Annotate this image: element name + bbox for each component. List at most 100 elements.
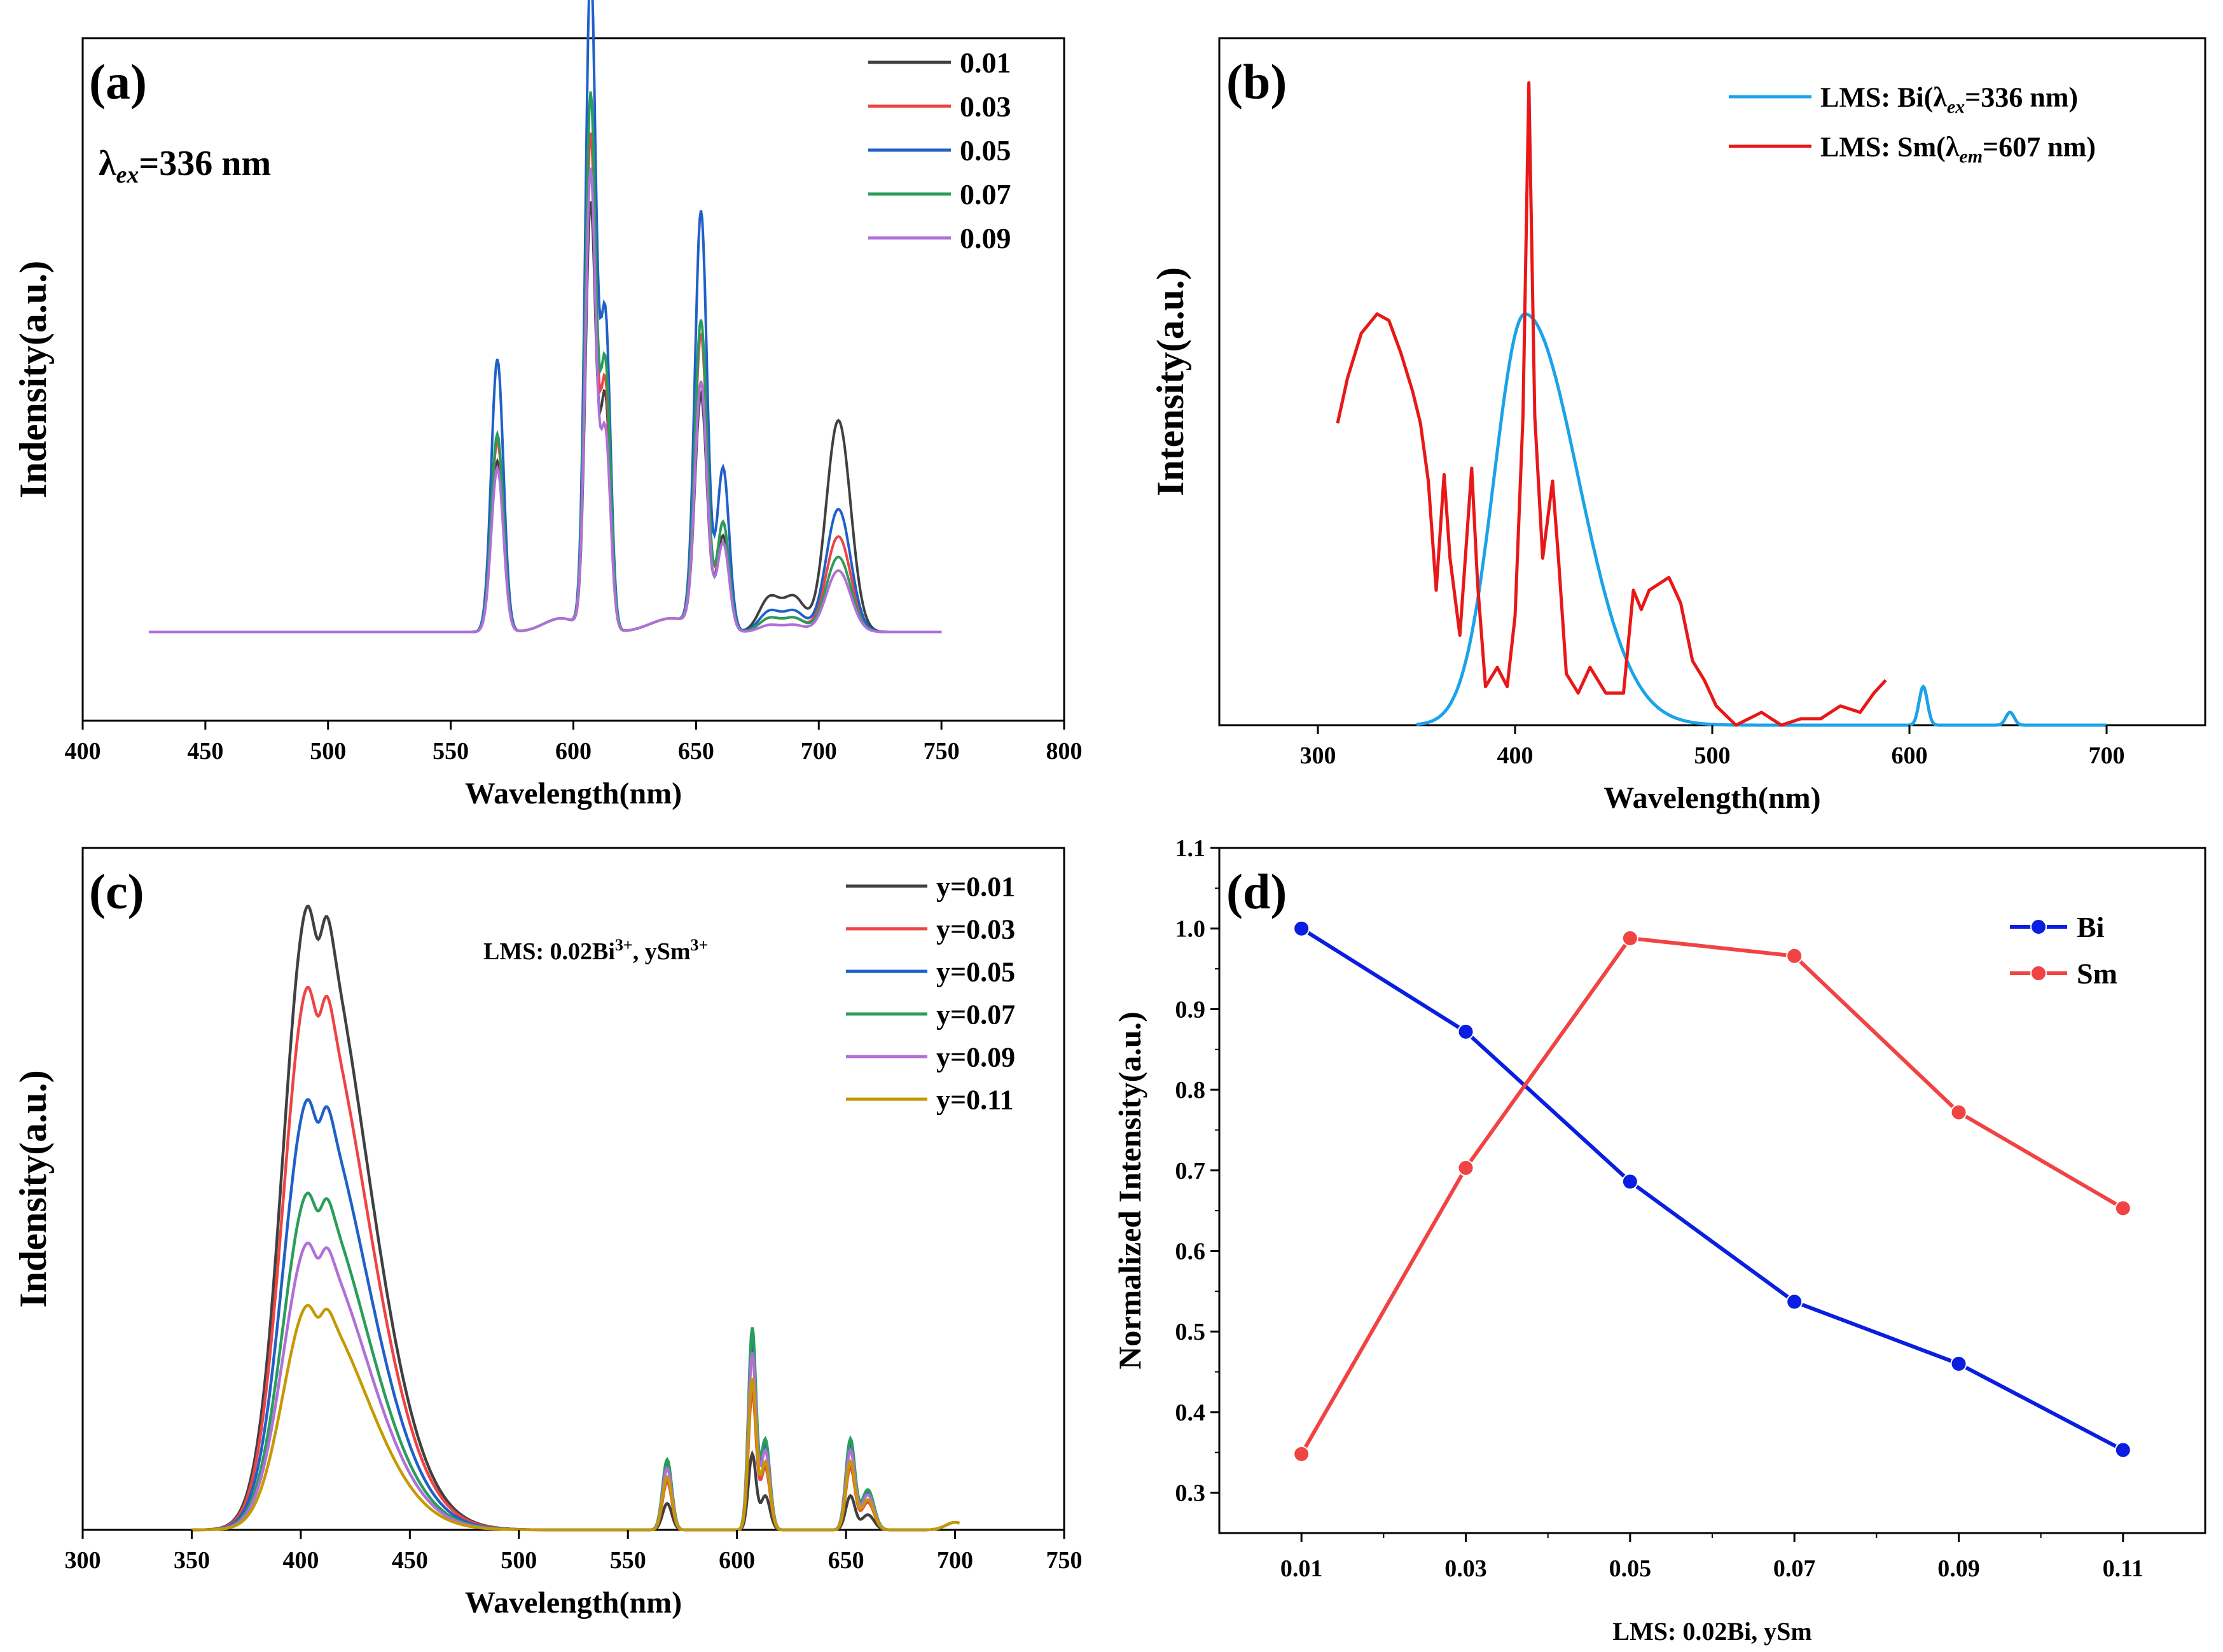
panel-label: (a) bbox=[89, 54, 147, 109]
series-line-Sm bbox=[1299, 936, 2124, 1455]
annotation-subscript: ex bbox=[116, 162, 139, 188]
panel-label: (c) bbox=[89, 864, 144, 919]
x-tick-label: 650 bbox=[828, 1547, 864, 1574]
y-tick-label: 0.5 bbox=[1175, 1319, 1206, 1345]
x-tick-label: 400 bbox=[65, 738, 101, 765]
panel-a: 400 450 500 550 600 650 700 750 800 Wavelength(nm… bbox=[12, 0, 1083, 810]
series-line-y=0.11 bbox=[191, 1303, 960, 1532]
x-tick-label: 0.09 bbox=[1937, 1555, 1980, 1582]
series-line-sm bbox=[1336, 81, 1887, 727]
x-tick-label: 600 bbox=[555, 738, 592, 765]
data-point-Sm bbox=[1621, 929, 1638, 947]
x-axis-label: LMS: 0.02Bi, ySm bbox=[1612, 1617, 1811, 1646]
x-tick-label: 600 bbox=[1892, 742, 1928, 769]
x-tick-label: 700 bbox=[937, 1547, 973, 1574]
y-tick-label: 1.0 bbox=[1175, 916, 1206, 943]
y-axis-label: Indensity(a.u.) bbox=[12, 1070, 54, 1307]
annotation-text: LMS: 0.02Bi bbox=[483, 938, 615, 965]
x-tick-label: 600 bbox=[719, 1547, 755, 1574]
legend-label: y=0.05 bbox=[936, 956, 1015, 987]
panel-label: (b) bbox=[1226, 54, 1287, 109]
annotation-text: , ySm bbox=[633, 938, 691, 965]
x-tick-label: 500 bbox=[501, 1547, 537, 1574]
y-axis-label: Normalized Intensity(a.u.) bbox=[1112, 1011, 1147, 1369]
x-axis-label: Wavelength(nm) bbox=[1603, 781, 1820, 815]
data-point-Bi bbox=[1950, 1355, 1967, 1372]
x-tick-label: 350 bbox=[174, 1547, 210, 1574]
y-tick-label: 0.8 bbox=[1175, 1077, 1206, 1104]
x-tick-label: 500 bbox=[310, 738, 346, 765]
y-tick-label: 0.3 bbox=[1175, 1480, 1206, 1507]
data-point-Bi bbox=[1293, 920, 1310, 937]
y-tick-label: 0.7 bbox=[1175, 1158, 1206, 1184]
legend-subscript: em bbox=[1959, 146, 1983, 167]
legend-label: y=0.11 bbox=[936, 1084, 1014, 1115]
legend-label: 0.01 bbox=[960, 46, 1011, 79]
data-point-Bi bbox=[2114, 1441, 2131, 1459]
panel-d: 0.3 0.4 0.5 0.6 0.7 0.8 0.9 1.0 1.1 0.01 0.03 0.05 0… bbox=[1112, 835, 2206, 1646]
x-tick-label: 550 bbox=[433, 738, 469, 765]
legend-label: y=0.03 bbox=[936, 913, 1015, 945]
panel-b: 300 400 500 600 700 Wavelength(nm) Intensity(a… bbox=[1149, 37, 2206, 815]
data-point-Bi bbox=[1786, 1293, 1803, 1310]
y-tick-label: 0.6 bbox=[1175, 1239, 1206, 1265]
annotation-text: λ bbox=[99, 144, 116, 183]
legend-label: 0.07 bbox=[960, 178, 1011, 211]
annotation-superscript: 3+ bbox=[615, 936, 633, 954]
legend-marker bbox=[2030, 965, 2047, 982]
legend-label: y=0.01 bbox=[936, 871, 1015, 902]
data-point-Bi bbox=[1457, 1023, 1474, 1040]
panel-label: (d) bbox=[1226, 864, 1287, 919]
data-point-Sm bbox=[1457, 1160, 1474, 1177]
legend-label: y=0.09 bbox=[936, 1041, 1015, 1072]
x-tick-label: 700 bbox=[801, 738, 837, 765]
series-line-0.09 bbox=[149, 167, 942, 634]
x-tick-label: 700 bbox=[2089, 742, 2125, 769]
annotation-lambda: λex=336 nm bbox=[99, 144, 271, 188]
y-tick-label: 1.1 bbox=[1175, 835, 1206, 862]
x-tick-label: 0.11 bbox=[2103, 1555, 2143, 1582]
panel-c: 300 350 400 450 500 550 600 650 700 750 Wavelength… bbox=[12, 847, 1083, 1620]
x-tick-label: 0.05 bbox=[1609, 1555, 1652, 1582]
x-tick-label: 0.03 bbox=[1444, 1555, 1487, 1582]
legend-label: 0.05 bbox=[960, 134, 1011, 167]
y-axis-label: Indensity(a.u.) bbox=[12, 261, 54, 498]
x-tick-label: 0.07 bbox=[1773, 1555, 1816, 1582]
x-tick-label: 300 bbox=[1300, 742, 1336, 769]
legend-text: LMS: Sm(λ bbox=[1820, 131, 1960, 162]
x-tick-label: 400 bbox=[282, 1547, 319, 1574]
data-point-Sm bbox=[1950, 1104, 1967, 1121]
x-axis-label: Wavelength(nm) bbox=[465, 777, 682, 810]
x-tick-label: 550 bbox=[610, 1547, 646, 1574]
legend-subscript: ex bbox=[1947, 96, 1965, 117]
annotation-superscript: 3+ bbox=[691, 936, 709, 954]
x-tick-label: 800 bbox=[1046, 738, 1083, 765]
legend-text: LMS: Bi(λ bbox=[1820, 81, 1947, 113]
data-point-Bi bbox=[1621, 1173, 1638, 1190]
legend-label: y=0.07 bbox=[936, 999, 1015, 1030]
x-tick-label: 650 bbox=[678, 738, 714, 765]
x-tick-label: 750 bbox=[924, 738, 960, 765]
legend-label: Sm bbox=[2077, 957, 2117, 990]
legend-text: =607 nm) bbox=[1983, 131, 2096, 162]
data-point-Sm bbox=[1786, 947, 1803, 964]
x-tick-label: 750 bbox=[1046, 1547, 1083, 1574]
x-tick-label: 450 bbox=[187, 738, 223, 765]
legend-label: LMS: Sm(λem=607 nm) bbox=[1820, 131, 2096, 167]
x-tick-label: 500 bbox=[1694, 742, 1731, 769]
series-line-Bi bbox=[1300, 927, 2124, 1452]
x-tick-label: 0.01 bbox=[1280, 1555, 1323, 1582]
legend-text: =336 nm) bbox=[1965, 81, 2078, 113]
legend-label: Bi bbox=[2077, 911, 2105, 943]
x-tick-label: 400 bbox=[1497, 742, 1534, 769]
legend-label: 0.09 bbox=[960, 222, 1011, 254]
x-tick-label: 300 bbox=[65, 1547, 101, 1574]
annotation-composition: LMS: 0.02Bi3+, ySm3+ bbox=[483, 936, 708, 965]
y-axis-label: Intensity(a.u.) bbox=[1149, 267, 1191, 496]
legend-marker bbox=[2030, 919, 2047, 935]
x-tick-label: 450 bbox=[392, 1547, 428, 1574]
legend-label: LMS: Bi(λex=336 nm) bbox=[1820, 81, 2078, 117]
annotation-text: =336 nm bbox=[139, 144, 271, 183]
